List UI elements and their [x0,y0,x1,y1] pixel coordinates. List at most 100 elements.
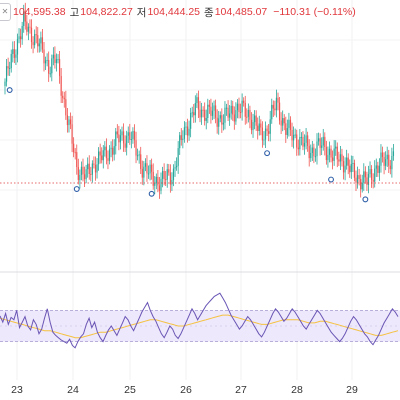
candle [349,159,351,178]
candle-body [176,165,178,168]
candle [317,132,320,146]
candle-body [260,123,262,128]
candle [213,100,215,120]
candle [119,129,122,150]
candle-body [349,165,351,173]
candle-body [157,176,159,186]
candle-body [243,100,245,103]
candle [360,174,362,198]
candle [133,124,136,148]
candle [157,169,159,193]
candle-body [129,132,131,140]
candle-body [328,148,331,155]
candle [269,110,271,142]
candle-body [163,170,165,180]
candle [177,141,179,174]
candle-body [29,26,31,28]
grid-lines [0,0,400,380]
close-x-icon[interactable]: ✕ [0,3,11,21]
candle [147,165,150,179]
candle-body [7,66,9,69]
candle-body [105,146,107,159]
candle-body [247,109,249,117]
candle-body [314,156,317,158]
candle [325,140,327,165]
candle [233,106,235,130]
candle [263,131,265,146]
signal-marker [148,190,155,197]
candle [207,98,209,124]
candle [12,41,14,63]
candle-body [356,175,359,183]
candle-body [168,169,170,173]
candle-body [213,105,215,111]
candle [24,2,26,30]
candle [121,126,123,141]
candle [165,170,167,186]
low-label: 저 [136,6,147,19]
candle-body [333,148,335,161]
candle [191,106,193,118]
candle-body [255,115,257,126]
candle [94,156,97,181]
candle [293,126,295,149]
candle-body [392,151,395,157]
close-label: 종 [204,6,214,19]
candle [185,122,187,136]
candle-body [308,145,310,159]
candle [54,46,56,69]
candle [338,151,340,166]
candle-body [13,49,15,58]
candle-body [188,128,190,136]
candle-body [350,163,352,173]
candle [364,166,366,184]
candle-body [235,110,237,122]
candle-body [278,102,281,121]
candle-body [46,60,48,62]
candle [258,115,260,136]
candle-body [275,97,278,111]
candle [230,100,232,120]
candle-body [9,68,11,70]
candle [83,166,86,188]
candle [342,155,345,180]
candle-body [32,42,34,46]
candle [69,112,72,130]
candle-body [177,148,179,166]
candle-body [52,54,54,59]
candle-body [60,75,62,96]
candle [66,107,68,133]
candle [335,140,337,156]
candle [322,128,324,151]
candle [132,127,134,144]
close-value: 104,485.07 [214,6,268,18]
candle-body [166,169,168,180]
candle-body [374,168,376,182]
candle-body [389,165,391,170]
candle-body [194,102,196,116]
candle-body [108,149,111,161]
x-axis: 23 24 25 26 27 28 29 [11,384,358,396]
candle-body [363,171,365,183]
candle [199,101,201,123]
candle [271,98,273,124]
candle-body [155,176,157,184]
candle [68,116,70,133]
candle [48,51,50,82]
candle-body [4,81,6,86]
candle [239,103,242,119]
candle-body [385,159,387,166]
candle [261,121,263,148]
candle-body [88,163,90,175]
candle-body [205,117,207,121]
candle [211,102,214,121]
candle-body [391,156,393,170]
candle-body [12,49,14,54]
candle-body [285,123,287,135]
candle [79,169,81,189]
candle [182,130,184,149]
candle [122,123,125,152]
candle [250,112,253,135]
candle [152,163,154,190]
